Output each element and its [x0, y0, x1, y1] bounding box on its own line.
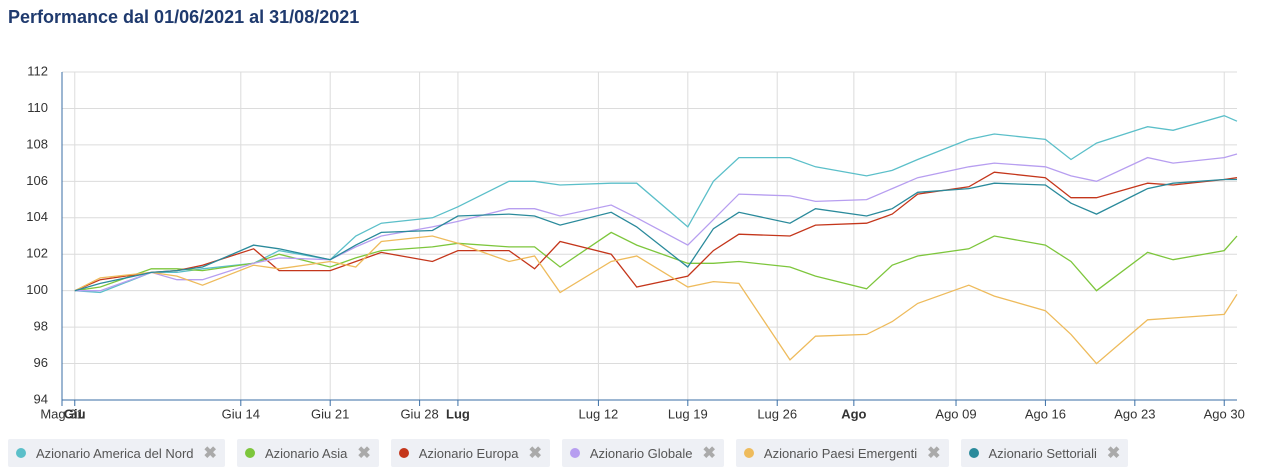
x-tick-label: Ago 16 — [1025, 406, 1066, 421]
x-tick-label: Lug 19 — [668, 406, 708, 421]
x-tick-label: Lug — [446, 406, 470, 421]
legend-swatch — [743, 448, 754, 458]
legend-item: Azionario Settoriali ✖ — [960, 439, 1129, 467]
series-line — [74, 231, 1238, 292]
legend-item: Azionario America del Nord ✖ — [8, 439, 225, 467]
x-tick-label: Ago — [841, 406, 866, 421]
remove-button[interactable]: ✖ — [1106, 445, 1121, 462]
series-line — [74, 178, 1237, 292]
legend-swatch — [398, 448, 409, 458]
x-tick-label: Giu 28 — [400, 406, 438, 421]
legend-item: Azionario Asia ✖ — [236, 439, 379, 467]
x-tick-label: Giu — [64, 406, 86, 421]
legend-label: Azionario Europa — [418, 445, 519, 461]
y-tick-label: 98 — [34, 319, 48, 334]
y-tick-label: 100 — [26, 282, 48, 297]
y-tick-label: 102 — [26, 246, 48, 261]
series-line — [74, 115, 1238, 294]
legend-label: Azionario Settoriali — [988, 445, 1097, 461]
series-line — [74, 153, 1238, 292]
legend-item: Azionario Globale ✖ — [561, 439, 724, 467]
legend-label: Azionario America del Nord — [36, 445, 194, 461]
legend-swatch — [16, 448, 26, 458]
y-tick-label: 112 — [27, 63, 48, 78]
legend: Azionario America del Nord ✖ Azionario Asi… — [8, 439, 1129, 467]
legend-swatch — [968, 448, 979, 458]
y-tick-label: 108 — [26, 136, 48, 151]
chart-title: Performance dal 01/06/2021 al 31/08/2021 — [8, 7, 359, 27]
x-tick-label: Mag 31 — [40, 406, 83, 421]
x-tick-label: Lug 12 — [579, 406, 619, 421]
y-tick-label: 110 — [27, 100, 48, 115]
legend-item: Azionario Europa ✖ — [390, 439, 550, 467]
x-tick-label: Lug 26 — [757, 406, 797, 421]
legend-label: Azionario Globale — [589, 445, 693, 461]
series-line — [74, 171, 1238, 292]
legend-label: Azionario Asia — [264, 445, 348, 461]
remove-button[interactable]: ✖ — [203, 445, 217, 462]
x-tick-label: Giu 14 — [222, 406, 260, 421]
y-tick-label: 96 — [34, 355, 48, 370]
remove-button[interactable]: ✖ — [927, 445, 941, 462]
x-tick-label: Giu 21 — [311, 406, 349, 421]
remove-button[interactable]: ✖ — [702, 445, 716, 462]
chart: Performance dal 01/06/2021 al 31/08/2021… — [8, 7, 1245, 422]
remove-button[interactable]: ✖ — [357, 445, 371, 462]
legend-swatch — [244, 448, 255, 458]
series-line — [74, 235, 1238, 365]
legend-item: Azionario Paesi Emergenti ✖ — [735, 439, 949, 467]
y-tick-label: 94 — [34, 391, 48, 406]
y-tick-label: 104 — [26, 209, 48, 224]
legend-swatch — [569, 448, 580, 458]
remove-button[interactable]: ✖ — [528, 445, 542, 462]
x-tick-label: Ago 23 — [1114, 406, 1155, 421]
x-tick-label: Ago 09 — [935, 406, 976, 421]
x-tick-label: Ago 30 — [1204, 406, 1245, 421]
legend-label: Azionario Paesi Emergenti — [763, 445, 918, 461]
y-tick-label: 106 — [26, 173, 48, 188]
